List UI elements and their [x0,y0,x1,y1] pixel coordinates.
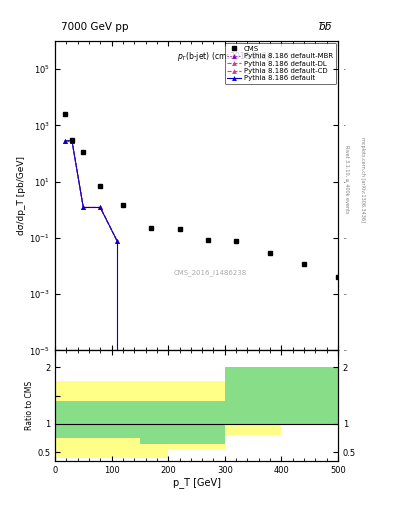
Text: CMS_2016_I1486238: CMS_2016_I1486238 [174,270,247,276]
CMS [63,111,68,117]
Pythia 8.186 default-MBR [98,204,103,210]
Line: Pythia 8.186 default-CD: Pythia 8.186 default-CD [63,138,120,244]
CMS [70,137,74,143]
CMS [149,225,154,231]
CMS [121,202,125,208]
Pythia 8.186 default-MBR [115,238,119,244]
Line: Pythia 8.186 default-DL: Pythia 8.186 default-DL [63,138,120,244]
CMS [336,274,340,280]
Y-axis label: Ratio to CMS: Ratio to CMS [25,381,34,430]
CMS [177,226,182,232]
Pythia 8.186 default [81,204,86,210]
Pythia 8.186 default [115,238,119,244]
Pythia 8.186 default-DL [63,138,68,144]
CMS [81,149,86,155]
CMS [234,238,239,244]
Pythia 8.186 default-CD [81,204,86,210]
Y-axis label: dσ/dp_T [pb/GeV]: dσ/dp_T [pb/GeV] [17,156,26,235]
CMS [98,183,103,189]
Pythia 8.186 default-MBR [81,204,86,210]
Pythia 8.186 default [70,138,74,144]
Pythia 8.186 default [98,204,103,210]
Legend: CMS, Pythia 8.186 default-MBR, Pythia 8.186 default-DL, Pythia 8.186 default-CD,: CMS, Pythia 8.186 default-MBR, Pythia 8.… [224,43,336,84]
Text: Rivet 3.1.10, ≥ 400k events: Rivet 3.1.10, ≥ 400k events [344,145,349,214]
Line: CMS: CMS [63,112,340,280]
Pythia 8.186 default-CD [63,138,68,144]
CMS [206,237,210,243]
Pythia 8.186 default-MBR [70,138,74,144]
Text: mcplots.cern.ch [arXiv:1306.3436]: mcplots.cern.ch [arXiv:1306.3436] [360,137,365,222]
X-axis label: p_T [GeV]: p_T [GeV] [173,477,220,488]
Text: 7000 GeV pp: 7000 GeV pp [61,22,128,32]
Pythia 8.186 default [63,138,68,144]
Line: Pythia 8.186 default-MBR: Pythia 8.186 default-MBR [63,138,120,244]
Text: $p_T$(b-jet) (cms2016-2b2j): $p_T$(b-jet) (cms2016-2b2j) [177,50,273,63]
Line: Pythia 8.186 default: Pythia 8.186 default [63,138,120,244]
Pythia 8.186 default-CD [70,138,74,144]
Pythia 8.186 default-DL [115,238,119,244]
Pythia 8.186 default-CD [115,238,119,244]
CMS [268,249,272,255]
Pythia 8.186 default-MBR [63,138,68,144]
Pythia 8.186 default-DL [81,204,86,210]
CMS [302,261,307,267]
Pythia 8.186 default-DL [98,204,103,210]
Pythia 8.186 default-DL [70,138,74,144]
Text: b̅b̅: b̅b̅ [319,22,332,32]
Pythia 8.186 default-CD [98,204,103,210]
